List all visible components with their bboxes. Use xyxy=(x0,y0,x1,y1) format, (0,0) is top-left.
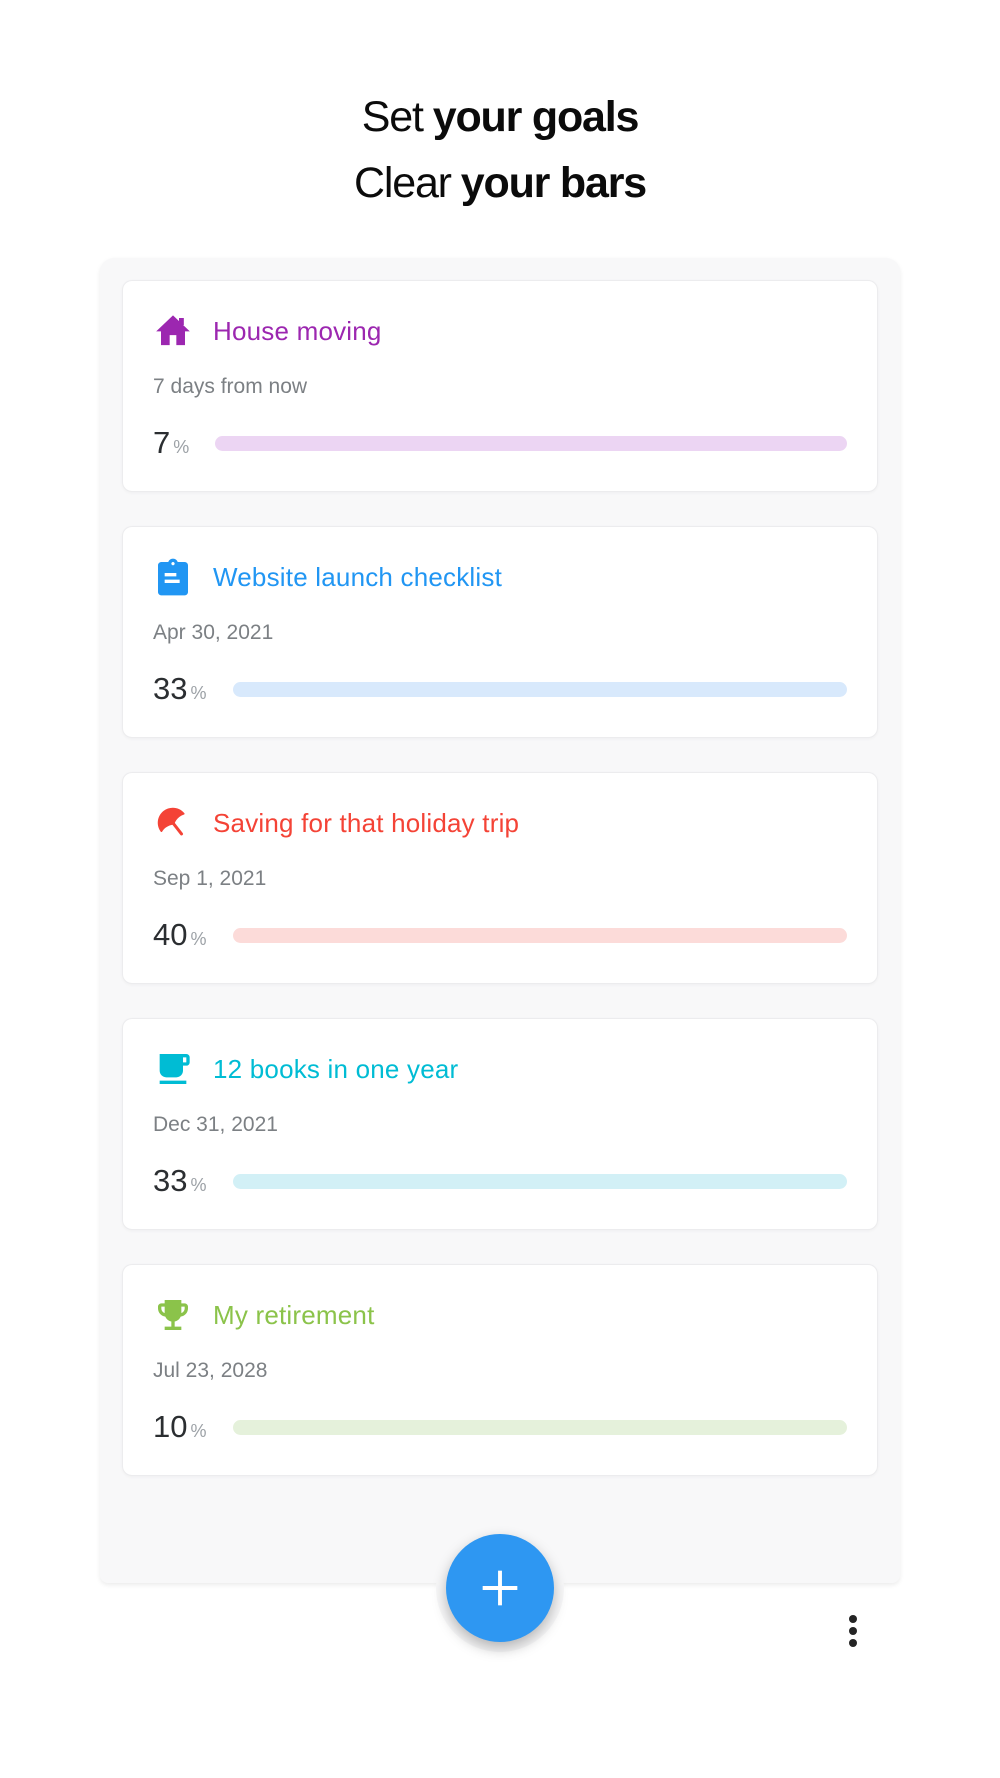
headline-line-2: Clear your bars xyxy=(0,150,1000,216)
goal-due-date: 7 days from now xyxy=(153,375,308,398)
goal-percent-sign: % xyxy=(190,683,207,703)
goal-due-date: Apr 30, 2021 xyxy=(153,621,274,644)
goal-title: 12 books in one year xyxy=(213,1053,459,1084)
goal-progress-track xyxy=(232,1173,847,1189)
coffee-mug-icon xyxy=(153,1049,193,1089)
goal-progress-row: 40 % xyxy=(153,917,847,953)
goal-title: House moving xyxy=(213,315,382,346)
goal-percent-number: 33 xyxy=(153,671,188,706)
headline-line-1: Set your goals xyxy=(0,84,1000,150)
goal-due-date: Jul 23, 2028 xyxy=(153,1359,268,1382)
goal-progress-row: 10 % xyxy=(153,1409,847,1445)
goal-progress-row: 33 % xyxy=(153,671,847,707)
goal-card-header: My retirement xyxy=(153,1295,847,1335)
goal-progress-track xyxy=(232,927,847,943)
goal-card-header: Saving for that holiday trip xyxy=(153,803,847,843)
headline-line2-bold: your bars xyxy=(460,159,647,207)
goal-percent-sign: % xyxy=(190,929,207,949)
goal-percent-number: 10 xyxy=(153,1409,188,1444)
goal-card-1[interactable]: House moving 7 days from now 7 % xyxy=(122,280,878,492)
goal-percent-label: 7 % xyxy=(153,425,189,461)
headline-line2-regular: Clear xyxy=(354,159,452,207)
house-icon xyxy=(153,311,193,351)
kebab-menu-icon[interactable] xyxy=(838,1611,868,1651)
goal-title: Website launch checklist xyxy=(213,561,503,592)
headline-line1-bold: your goals xyxy=(432,93,640,141)
beach-umbrella-icon xyxy=(153,803,193,843)
clipboard-icon xyxy=(153,557,193,597)
goal-progress-track xyxy=(215,435,847,451)
goal-card-header: Website launch checklist xyxy=(153,557,847,597)
goal-due-date: Dec 31, 2021 xyxy=(153,1113,278,1136)
plus-icon xyxy=(474,1562,526,1614)
trophy-icon xyxy=(153,1295,193,1335)
goal-title: My retirement xyxy=(213,1299,375,1330)
goal-progress-track xyxy=(232,1419,847,1435)
goal-percent-sign: % xyxy=(190,1175,207,1195)
goal-card-3[interactable]: Saving for that holiday trip Sep 1, 2021… xyxy=(122,772,878,984)
goal-percent-label: 33 % xyxy=(153,671,207,707)
goal-progress-row: 7 % xyxy=(153,425,847,461)
goal-percent-number: 40 xyxy=(153,917,188,952)
goal-percent-label: 33 % xyxy=(153,1163,207,1199)
goal-progress-track xyxy=(232,681,847,697)
goals-panel: House moving 7 days from now 7 % Website… xyxy=(100,258,900,1583)
goal-card-header: House moving xyxy=(153,311,847,351)
add-goal-fab[interactable] xyxy=(446,1534,554,1642)
goal-card-5[interactable]: My retirement Jul 23, 2028 10 % xyxy=(122,1264,878,1476)
goal-percent-sign: % xyxy=(173,437,190,457)
goal-card-2[interactable]: Website launch checklist Apr 30, 2021 33… xyxy=(122,526,878,738)
goal-percent-number: 33 xyxy=(153,1163,188,1198)
goal-due-date: Sep 1, 2021 xyxy=(153,867,267,890)
goal-card-4[interactable]: 12 books in one year Dec 31, 2021 33 % xyxy=(122,1018,878,1230)
goal-percent-sign: % xyxy=(190,1421,207,1441)
goal-title: Saving for that holiday trip xyxy=(213,807,520,838)
goal-progress-row: 33 % xyxy=(153,1163,847,1199)
goal-percent-label: 40 % xyxy=(153,917,207,953)
goal-percent-number: 7 xyxy=(153,425,171,460)
app-headline: Set your goals Clear your bars xyxy=(0,84,1000,216)
goal-card-header: 12 books in one year xyxy=(153,1049,847,1089)
headline-line1-regular: Set xyxy=(361,93,424,141)
goal-percent-label: 10 % xyxy=(153,1409,207,1445)
